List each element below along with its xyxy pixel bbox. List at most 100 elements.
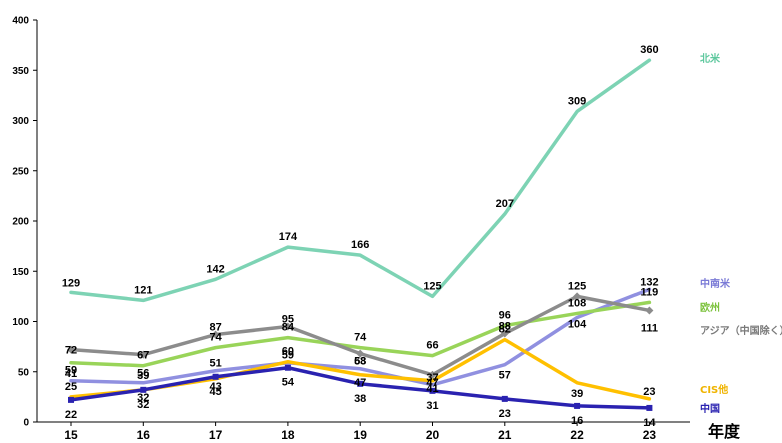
data-label: 25 — [65, 381, 77, 393]
series-marker — [140, 386, 147, 393]
data-label: 74 — [209, 332, 222, 344]
data-label: 53 — [354, 356, 366, 368]
data-label: 23 — [499, 408, 511, 420]
data-label: 59 — [65, 365, 77, 377]
data-label: 67 — [137, 350, 149, 362]
data-label: 45 — [209, 386, 221, 398]
data-label: 31 — [426, 400, 438, 412]
data-label: 111 — [641, 322, 658, 334]
data-label: 125 — [423, 280, 441, 292]
data-label: 119 — [641, 286, 659, 298]
data-label: 32 — [137, 399, 149, 411]
series-marker — [283, 322, 292, 331]
x-tick-label: 20 — [426, 428, 440, 442]
series-marker — [357, 380, 364, 387]
data-label: 66 — [426, 340, 438, 352]
data-label: 174 — [279, 231, 298, 243]
axes: 0 50 100 150 200 250 300 350 400 15 16 17 18 19 20 21 22… — [12, 16, 690, 442]
y-tick-label: 400 — [12, 16, 29, 27]
data-label: 14 — [643, 417, 656, 429]
series-line — [69, 287, 652, 387]
data-label: 68 — [354, 356, 366, 368]
x-tick-label: 22 — [570, 428, 584, 442]
series-marker — [284, 364, 291, 371]
series-marker — [428, 370, 437, 379]
series-markers — [67, 292, 654, 411]
y-tick-label: 250 — [12, 166, 29, 177]
legend-entry: アジア（中国除く） — [700, 324, 782, 337]
data-label: 41 — [65, 368, 77, 380]
x-tick-label: 15 — [64, 428, 78, 442]
series-marker — [67, 345, 75, 354]
series-marker — [212, 373, 219, 380]
series-marker — [429, 387, 436, 394]
series-marker — [356, 349, 365, 358]
series-marker — [645, 306, 654, 315]
legend-entry: 欧州 — [700, 301, 720, 314]
data-label: 96 — [499, 310, 511, 322]
data-label: 39 — [137, 370, 149, 382]
series-line — [69, 58, 652, 303]
data-label: 57 — [499, 370, 511, 382]
legend-entry: 中国 — [700, 402, 720, 415]
data-label: 74 — [354, 332, 367, 344]
data-label: 125 — [568, 280, 586, 292]
data-label: 95 — [282, 314, 294, 326]
data-label: 129 — [62, 277, 80, 289]
data-label: 309 — [568, 95, 586, 107]
x-tick-label: 18 — [281, 428, 295, 442]
y-tick-label: 50 — [18, 367, 30, 378]
data-label: 108 — [568, 297, 586, 309]
x-tick-label: 16 — [137, 428, 151, 442]
data-label: 51 — [209, 358, 221, 370]
data-label: 22 — [65, 409, 77, 421]
series-marker — [501, 395, 508, 402]
data-label: 72 — [65, 345, 77, 357]
data-label: 37 — [426, 372, 438, 384]
data-label: 47 — [354, 377, 366, 389]
data-label: 39 — [571, 388, 583, 400]
data-labels: 129 121 142 174 166 125 207 309 360 41 39 51 59 53 37 5… — [62, 44, 659, 429]
data-label: 60 — [282, 346, 294, 358]
series-marker — [573, 292, 582, 301]
data-label: 56 — [137, 368, 149, 380]
y-tick-label: 100 — [12, 317, 29, 328]
x-tick-label: 17 — [209, 428, 223, 442]
data-label: 54 — [282, 377, 295, 389]
series-marker — [68, 396, 74, 403]
data-label: 43 — [209, 381, 221, 393]
series-line — [69, 300, 652, 368]
data-label: 59 — [282, 350, 294, 362]
legend-entry: 中南米 — [700, 277, 731, 290]
series-marker — [574, 402, 581, 409]
y-tick-label: 150 — [12, 267, 29, 278]
data-label: 104 — [568, 318, 587, 330]
series-marker — [500, 329, 509, 338]
data-label: 82 — [499, 324, 511, 336]
data-label: 23 — [643, 386, 655, 398]
x-tick-label: 19 — [354, 428, 368, 442]
data-label: 41 — [426, 383, 438, 395]
data-label: 88 — [499, 321, 511, 333]
series-marker — [646, 404, 653, 411]
data-label: 32 — [137, 392, 149, 404]
series-marker — [211, 330, 220, 339]
y-tick-label: 200 — [12, 217, 29, 228]
x-tick-label: 21 — [498, 428, 512, 442]
data-label: 207 — [496, 198, 514, 210]
y-tick-label: 300 — [12, 116, 29, 127]
data-label: 132 — [640, 276, 658, 288]
data-label: 84 — [282, 322, 295, 334]
data-label: 47 — [426, 377, 438, 389]
data-label: 166 — [351, 239, 369, 251]
data-label: 38 — [354, 393, 366, 405]
legend-entry: CIS他 — [700, 383, 728, 396]
data-label: 16 — [571, 415, 583, 427]
series-marker — [139, 350, 148, 359]
data-label: 142 — [206, 263, 224, 275]
y-tick-label: 0 — [23, 418, 29, 429]
x-tick-label: 23 — [643, 428, 657, 442]
x-axis-title: 年度 — [708, 422, 741, 441]
